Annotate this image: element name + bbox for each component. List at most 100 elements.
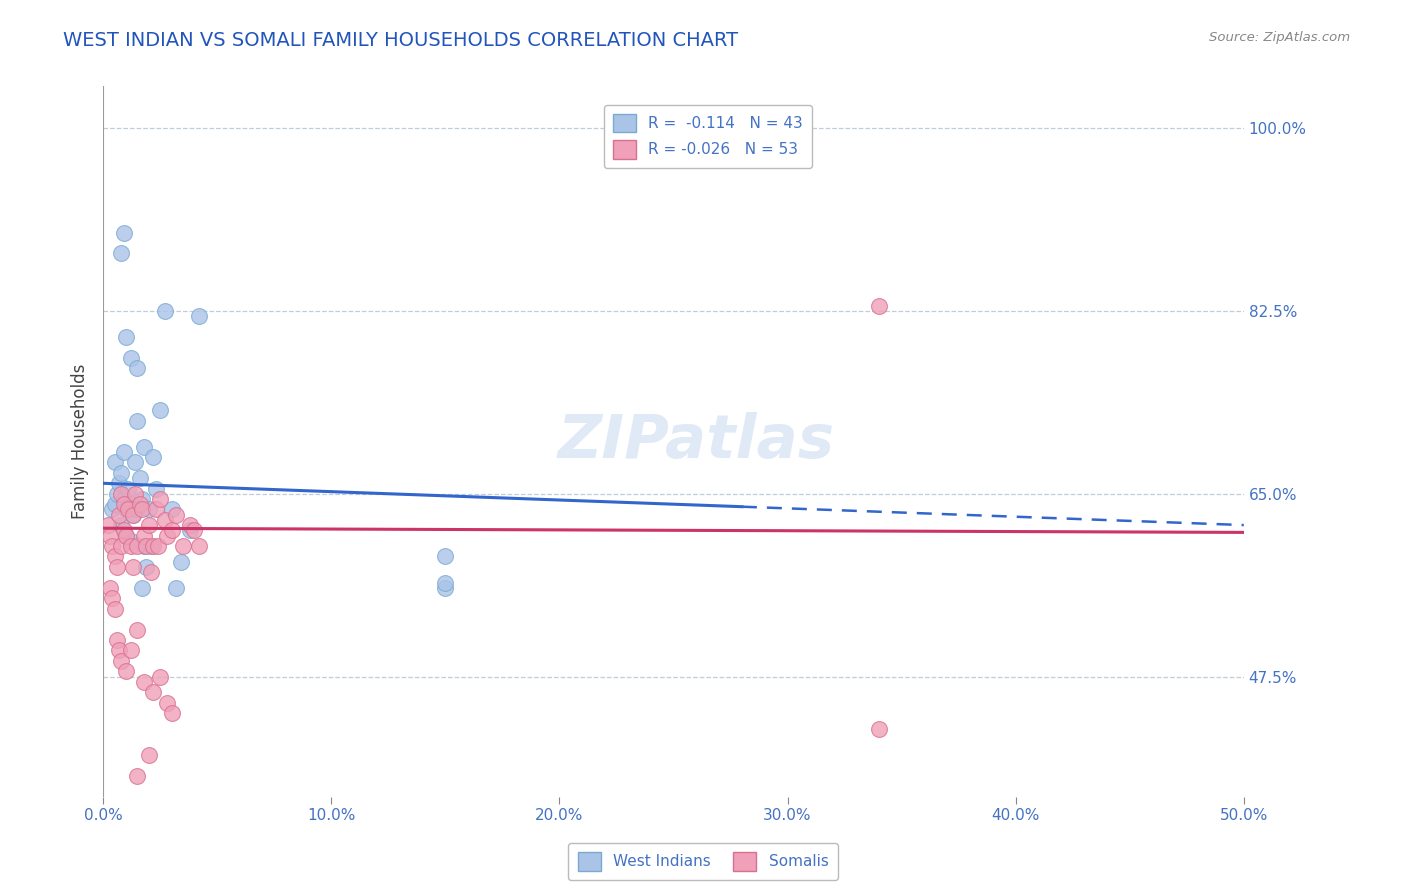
Point [165,581,187,595]
Point [101,539,124,553]
Point [434,549,457,564]
Point [172,539,194,553]
Point [134,539,156,553]
Point [160,706,183,720]
Point [121,508,143,522]
Point [149,491,172,506]
Point [101,591,124,606]
Point [134,674,156,689]
Point [139,539,162,553]
Text: ZIPatlas: ZIPatlas [558,412,835,471]
Point [149,669,172,683]
Point [434,581,457,595]
Point [145,482,167,496]
Point [115,528,138,542]
Point [103,497,125,511]
Point [868,722,890,736]
Y-axis label: Family Households: Family Households [72,364,89,519]
Point [117,482,139,496]
Point [131,581,153,595]
Point [127,769,149,783]
Point [127,361,149,376]
Point [138,502,160,516]
Point [131,502,153,516]
Point [434,575,457,590]
Point [108,643,131,657]
Point [115,330,138,344]
Point [103,549,125,564]
Point [103,601,125,615]
Text: WEST INDIAN VS SOMALI FAMILY HOUSEHOLDS CORRELATION CHART: WEST INDIAN VS SOMALI FAMILY HOUSEHOLDS … [63,31,738,50]
Point [127,502,149,516]
Point [105,632,128,647]
Point [145,502,167,516]
Point [110,654,132,668]
Point [110,466,132,480]
Text: Source: ZipAtlas.com: Source: ZipAtlas.com [1209,31,1350,45]
Point [165,508,187,522]
Point [124,487,146,501]
Point [115,665,138,679]
Point [115,528,138,542]
Point [187,309,209,323]
Legend: R =  -0.114   N = 43, R = -0.026   N = 53: R = -0.114 N = 43, R = -0.026 N = 53 [603,104,811,168]
Point [124,455,146,469]
Point [149,403,172,417]
Point [103,455,125,469]
Point [112,226,135,240]
Point [112,524,135,538]
Point [108,508,131,522]
Point [120,539,142,553]
Point [187,539,209,553]
Point [146,539,169,553]
Point [156,696,179,710]
Point [120,643,142,657]
Legend: West Indians, Somalis: West Indians, Somalis [568,843,838,880]
Point [108,476,131,491]
Point [179,518,201,533]
Point [112,445,135,459]
Point [138,747,160,762]
Point [117,502,139,516]
Point [121,560,143,574]
Point [110,487,132,501]
Point [160,502,183,516]
Point [153,304,176,318]
Point [120,533,142,548]
Point [101,502,124,516]
Point [121,508,143,522]
Point [153,513,176,527]
Point [105,560,128,574]
Point [134,440,156,454]
Point [127,414,149,428]
Point [127,539,149,553]
Point [98,581,121,595]
Point [156,528,179,542]
Point [160,524,183,538]
Point [139,565,162,579]
Point [110,539,132,553]
Point [97,518,120,533]
Point [127,623,149,637]
Point [179,524,201,538]
Point [134,528,156,542]
Point [110,518,132,533]
Point [112,491,135,506]
Point [135,539,157,553]
Point [135,560,157,574]
Point [142,539,165,553]
Point [138,518,160,533]
Point [105,487,128,501]
Point [120,497,142,511]
Point [183,524,205,538]
Point [131,491,153,506]
Point [110,246,132,260]
Point [868,299,890,313]
Point [98,528,121,542]
Point [115,502,138,516]
Point [112,497,135,511]
Point [120,351,142,365]
Point [170,555,193,569]
Point [128,471,150,485]
Point [128,497,150,511]
